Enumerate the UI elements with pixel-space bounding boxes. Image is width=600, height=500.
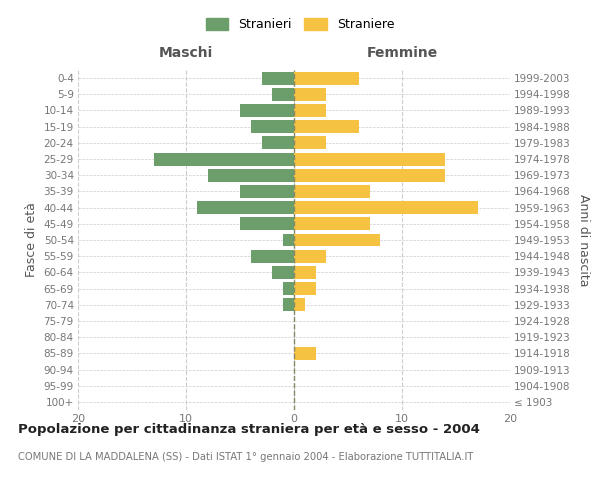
Bar (294, 72, 359, 85)
Bar (294, 201, 478, 214)
Bar (294, 266, 316, 279)
Bar (294, 218, 370, 230)
Bar (294, 120, 359, 133)
Bar (283, 298, 294, 311)
Bar (208, 169, 294, 181)
Bar (283, 234, 294, 246)
Bar (294, 104, 326, 117)
Bar (240, 218, 294, 230)
Bar (197, 201, 294, 214)
Bar (294, 347, 316, 360)
Text: Femmine: Femmine (367, 46, 437, 60)
Bar (283, 282, 294, 295)
Bar (294, 298, 305, 311)
Bar (294, 282, 316, 295)
Bar (294, 250, 326, 262)
Bar (294, 185, 370, 198)
Bar (240, 185, 294, 198)
Bar (294, 234, 380, 246)
Bar (272, 88, 294, 101)
Bar (294, 169, 445, 181)
Y-axis label: Fasce di età: Fasce di età (25, 202, 38, 278)
Bar (262, 72, 294, 85)
Bar (272, 266, 294, 279)
Bar (154, 152, 294, 166)
Text: Maschi: Maschi (159, 46, 213, 60)
Bar (262, 136, 294, 149)
Bar (294, 152, 445, 166)
Bar (251, 250, 294, 262)
Bar (251, 120, 294, 133)
Legend: Stranieri, Straniere: Stranieri, Straniere (199, 11, 401, 38)
Bar (294, 88, 326, 101)
Bar (294, 136, 326, 149)
Text: COMUNE DI LA MADDALENA (SS) - Dati ISTAT 1° gennaio 2004 - Elaborazione TUTTITAL: COMUNE DI LA MADDALENA (SS) - Dati ISTAT… (18, 452, 473, 462)
Text: Popolazione per cittadinanza straniera per età e sesso - 2004: Popolazione per cittadinanza straniera p… (18, 422, 480, 436)
Y-axis label: Anni di nascita: Anni di nascita (577, 194, 590, 286)
Bar (240, 104, 294, 117)
